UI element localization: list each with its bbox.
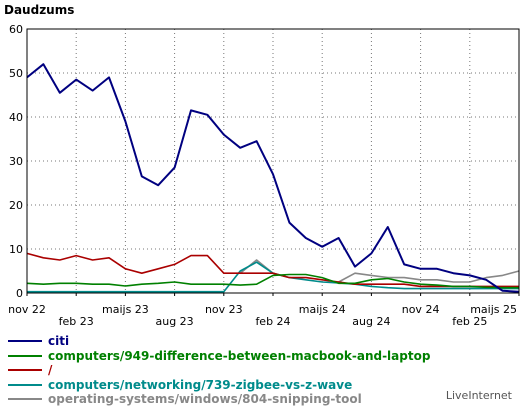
legend-label: /	[48, 363, 53, 378]
chart-title: Daudzums	[4, 3, 74, 17]
legend-swatch	[8, 340, 42, 343]
y-tick-label: 10	[9, 243, 23, 256]
legend-label: computers/networking/739-zigbee-vs-z-wav…	[48, 377, 353, 392]
legend-label: citi	[48, 334, 70, 349]
line-chart: Daudzums 0 10 20 30 40 50 60 nov 22 feb 23 maijs…	[4, 3, 520, 328]
y-axis-ticks: 0 10 20 30 40 50 60	[9, 23, 23, 300]
x-tick-label: nov 23	[205, 303, 243, 316]
x-tick-label: maijs 23	[102, 303, 149, 316]
x-tick-label: maijs 24	[299, 303, 346, 316]
x-tick-label: aug 23	[155, 315, 193, 328]
x-tick-label: aug 24	[352, 315, 390, 328]
x-tick-label: feb 23	[59, 315, 94, 328]
y-tick-label: 40	[9, 111, 23, 124]
series-line-1	[26, 273, 519, 289]
series-line-2	[26, 252, 519, 288]
y-tick-label: 0	[16, 287, 23, 300]
x-tick-label: nov 24	[402, 303, 440, 316]
legend-item: /	[8, 363, 430, 378]
legend-item: citi	[8, 334, 430, 349]
brand-label: LiveInternet	[445, 389, 512, 402]
legend-item: computers/networking/739-zigbee-vs-z-wav…	[8, 378, 430, 393]
y-tick-label: 60	[9, 23, 23, 36]
series-line-0	[26, 63, 520, 293]
y-tick-label: 30	[9, 155, 23, 168]
legend-swatch	[8, 383, 42, 386]
y-tick-label: 20	[9, 199, 23, 212]
x-tick-label: feb 25	[452, 315, 487, 328]
series-line-4	[338, 270, 520, 283]
series-lines	[26, 63, 520, 293]
legend-swatch	[8, 354, 42, 357]
x-tick-label: nov 22	[8, 303, 46, 316]
legend: citi computers/949-difference-between-mac…	[8, 334, 430, 407]
legend-label: computers/949-difference-between-macbook…	[48, 348, 431, 363]
plot-frame	[26, 28, 520, 294]
x-tick-label: feb 24	[255, 315, 290, 328]
legend-swatch	[8, 369, 42, 372]
x-axis-ticks: nov 22 feb 23 maijs 23 aug 23 nov 23 feb 24 ma…	[8, 293, 520, 328]
legend-label: operating-systems/windows/804-snipping-t…	[48, 392, 362, 407]
x-tick-label: maijs 25	[470, 303, 517, 316]
legend-item: computers/949-difference-between-macbook…	[8, 349, 430, 364]
series-line-3	[27, 261, 519, 293]
grid-lines	[27, 29, 519, 293]
legend-swatch	[8, 398, 42, 401]
y-tick-label: 50	[9, 67, 23, 80]
legend-item: operating-systems/windows/804-snipping-t…	[8, 392, 430, 407]
